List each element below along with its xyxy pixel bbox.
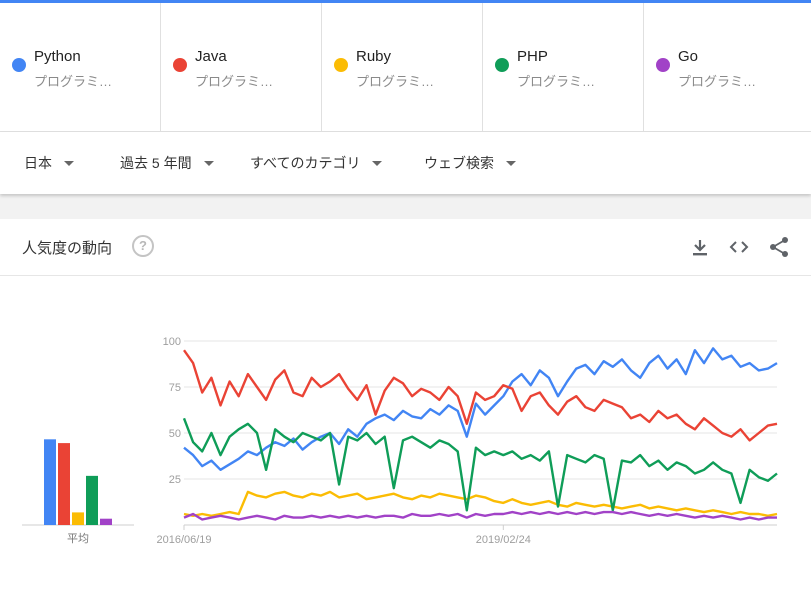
term-category: プログラミ… [678,74,757,89]
share-icon[interactable] [767,235,791,259]
y-tick-label: 75 [169,382,181,394]
interest-over-time-card: 人気度の動向 ? 平均 100 75 50 25 2016/06/19 2019/02/2… [0,219,811,612]
term-category: プログラミ… [356,74,435,89]
category-dropdown[interactable]: すべてのカテゴリ [250,153,383,173]
term-name: Go [678,48,699,65]
term-category: プログラミ… [195,74,274,89]
y-tick-label: 50 [169,428,181,440]
term-java[interactable]: Java プログラミ… [161,3,322,131]
average-bar-php[interactable] [86,475,98,525]
card-header: 人気度の動向 ? [0,219,811,276]
ruby-color-dot [334,58,348,72]
period-dropdown[interactable]: 過去 5 年間 [120,153,214,173]
average-bar-chart [22,439,134,526]
series-line-ruby[interactable] [183,490,778,517]
trend-line-chart: 100 75 50 25 2016/06/19 2019/02/24 [156,336,778,546]
period-label: 過去 5 年間 [120,155,192,171]
filter-bar: 日本 過去 5 年間 すべてのカテゴリ ウェブ検索 [0,132,811,194]
average-bar-java[interactable] [58,443,70,525]
y-tick-label: 100 [163,336,181,348]
help-icon[interactable]: ? [132,235,154,257]
term-category: プログラミ… [517,74,596,89]
php-color-dot [495,58,509,72]
search-type-dropdown[interactable]: ウェブ検索 [424,153,516,173]
term-name: Python [34,48,81,65]
x-tick-label: 2019/02/24 [476,534,531,546]
python-color-dot [12,58,26,72]
chevron-down-icon [203,160,214,166]
average-bar-go[interactable] [100,518,112,525]
chevron-down-icon [506,160,516,166]
chevron-down-icon [372,160,383,166]
chevron-down-icon [64,160,74,166]
top-accent-line [0,0,811,3]
x-tick-label: 2016/06/19 [156,534,211,546]
term-ruby[interactable]: Ruby プログラミ… [322,3,483,131]
region-label: 日本 [24,155,52,171]
term-category: プログラミ… [34,74,113,89]
term-name: PHP [517,48,548,65]
series-line-python[interactable] [183,347,778,472]
card-title: 人気度の動向 [22,240,113,257]
term-name: Java [195,48,227,65]
average-bar-ruby[interactable] [72,512,84,525]
series-line-go[interactable] [183,510,777,521]
term-python[interactable]: Python プログラミ… [0,3,161,131]
embed-code-icon[interactable] [727,235,751,259]
series-line-php[interactable] [182,417,778,512]
series-line-java[interactable] [183,349,778,442]
average-label: 平均 [67,533,89,545]
java-color-dot [173,58,187,72]
download-icon[interactable] [688,235,712,259]
search-type-label: ウェブ検索 [424,155,494,171]
term-go[interactable]: Go プログラミ… [644,3,805,131]
go-color-dot [656,58,670,72]
category-label: すべてのカテゴリ [250,155,361,171]
region-dropdown[interactable]: 日本 [24,153,74,173]
y-tick-label: 25 [169,474,181,486]
compare-terms-bar: Python プログラミ… Java プログラミ… Ruby プログラミ… PH… [0,3,811,132]
term-name: Ruby [356,48,392,65]
term-php[interactable]: PHP プログラミ… [483,3,644,131]
average-bar-python[interactable] [44,439,56,525]
